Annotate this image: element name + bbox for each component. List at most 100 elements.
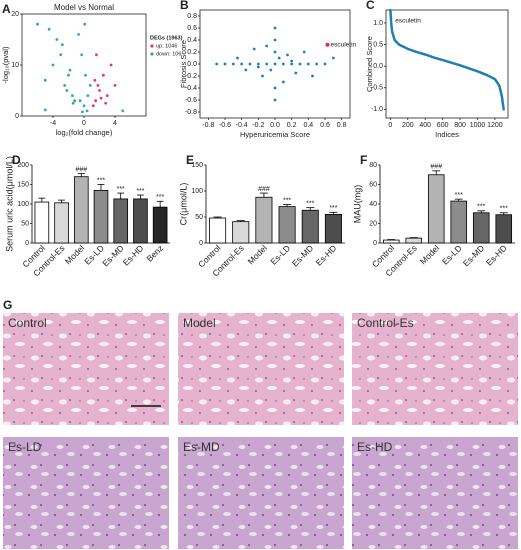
x-tick-label: Es-HD [121,243,146,268]
x-tick-label: 800 [454,122,466,129]
point [83,22,87,26]
y-tick-label: 0.5 [373,41,383,48]
bar [54,202,69,244]
y-axis-label: Cr(μmol/L) [178,183,188,226]
significance: *** [306,200,314,207]
bar [73,176,89,244]
point [244,68,248,72]
bar [93,189,109,244]
y-axis-label: MAU(mg) [352,185,362,224]
x-tick-label: Es-MD [290,243,315,268]
point [68,68,72,72]
point [71,101,75,105]
bar [324,213,342,244]
x-tick-label: Es-MD [100,243,125,268]
point [94,99,98,103]
panel-letter: B [180,0,189,12]
point [121,109,125,113]
y-tick-label: -0.6 [185,97,197,104]
panel-letter: C [366,0,375,12]
point [63,84,67,87]
bar [232,221,250,244]
point [281,80,285,84]
point [86,94,90,97]
y-tick-label: 0 [15,113,19,120]
x-tick-label: Es-HD [314,243,339,268]
point [81,110,84,114]
bar [450,200,468,244]
legend-swatch [150,44,154,48]
point [273,38,277,42]
point [96,84,100,87]
legend-swatch [150,52,154,56]
point [113,84,117,87]
bar [255,196,273,244]
significance: *** [97,177,105,184]
point [82,104,86,108]
y-axis-label: Fibrosis Score [179,40,188,88]
x-tick-label: 0.4 [303,122,313,129]
point [43,108,47,112]
y-tick-label: -0.5 [371,85,383,92]
x-tick-label: 0.6 [320,122,330,129]
y-tick-label: -0.2 [185,73,197,80]
point [65,89,69,92]
point [240,62,244,66]
point [273,26,277,30]
significance: *** [156,194,164,201]
y-tick-label: -0.8 [185,109,197,116]
bar [472,212,490,244]
point-label: esculetin [331,42,357,49]
image-label: Control [8,316,47,330]
legend-title: DEGs (1963) [150,35,183,41]
x-tick-label: 0 [388,122,392,129]
point [248,62,252,66]
bar [133,198,148,244]
x-tick-label: 200 [402,122,414,129]
y-tick-label: 80 [369,162,377,169]
y-tick-label: 0.0 [373,63,383,70]
x-tick-label: -0.4 [236,122,248,129]
point [323,62,327,66]
image-label: Es-MD [183,440,220,454]
significance: *** [117,186,125,193]
point [277,56,281,60]
point [302,50,306,54]
x-tick-label: -0.2 [252,122,264,129]
point [315,62,319,66]
significance: *** [283,197,291,204]
point [265,62,269,66]
y-tick-label: 50 [21,220,29,227]
line [389,8,505,111]
y-tick-label: 0 [199,240,203,247]
point [109,63,113,67]
y-tick-label: 40 [369,201,377,208]
bar [278,206,296,244]
significance: ### [258,186,270,193]
x-tick-label: 400 [419,122,431,129]
histology-image [352,437,518,549]
x-tick-label: Es-LD [440,243,464,267]
x-tick-label: 0 [82,120,86,127]
chart-title: Model vs Normal [54,3,114,12]
point [78,99,82,103]
panel-letter: F [360,153,367,167]
y-tick-label: -0.4 [185,85,197,92]
panel-letter: G [3,298,12,312]
y-tick-label: 150 [191,162,203,169]
point [273,50,277,54]
y-tick-label: 20 [369,220,377,227]
bar [113,198,129,244]
significance: *** [136,188,144,195]
point [43,78,47,82]
legend-label: up: 1046 [156,43,177,49]
point [325,42,330,47]
annotation: esculetin [395,18,421,25]
point [252,47,256,51]
point [77,33,80,36]
point [47,27,51,31]
point [101,73,105,77]
x-tick-label: Benz [144,243,165,264]
x-tick-label: Es-MD [461,243,486,268]
x-tick-label: 0.0 [270,122,280,129]
